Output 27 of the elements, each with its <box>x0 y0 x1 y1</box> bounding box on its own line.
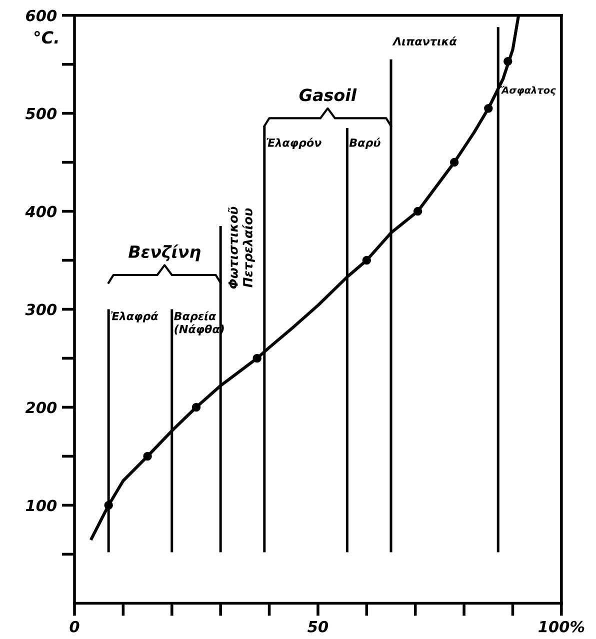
x-tick-label: 100% <box>538 620 584 632</box>
y-tick-label: 100 <box>26 500 57 512</box>
ref-line-label: Φωτιστικοῦ Πετρελαίου <box>228 206 255 289</box>
point <box>504 57 512 66</box>
x-tick-label: 0 <box>70 620 80 632</box>
ref-line-label: Ἐλαφρά <box>110 311 158 322</box>
point <box>450 158 459 167</box>
point <box>192 402 201 412</box>
point <box>484 104 493 113</box>
ref-line-label: Βαρύ <box>349 138 380 150</box>
x-tick-label: 50 <box>308 620 328 632</box>
y-tick-label: 500 <box>25 108 57 120</box>
y-tick-label: 600 <box>26 10 57 22</box>
ref-line-label: Λιπαντικά <box>392 36 457 46</box>
point <box>104 500 113 510</box>
point <box>413 206 422 216</box>
point <box>362 256 372 265</box>
point <box>252 354 262 363</box>
point <box>143 452 152 461</box>
y-tick-label: 200 <box>25 402 57 414</box>
y-axis-title: °C. <box>34 30 58 44</box>
annotation: Gasoil <box>299 88 357 102</box>
ref-line-label: Ἄσφαλτος <box>500 86 556 96</box>
y-tick-label: 400 <box>25 206 57 218</box>
ref-line-label: Ἐλαφρόν <box>266 138 322 150</box>
y-tick-label: 300 <box>25 304 57 316</box>
annotation: Βενζίνη <box>128 244 200 262</box>
